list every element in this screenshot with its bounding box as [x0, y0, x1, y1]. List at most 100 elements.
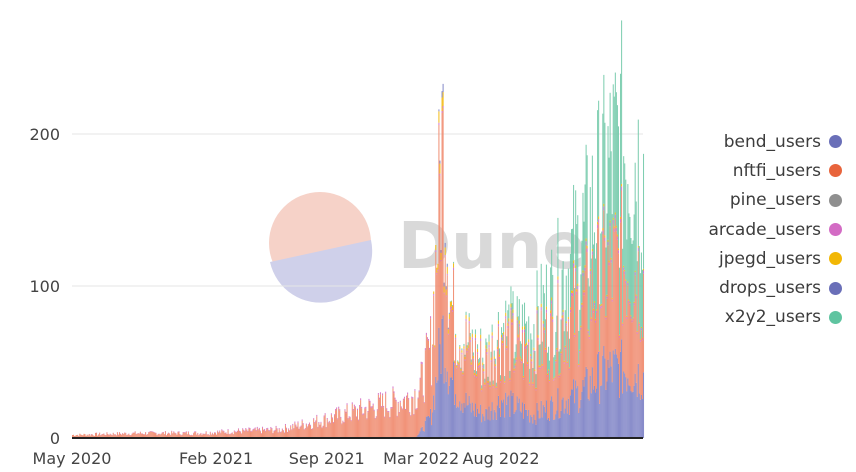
bar-bend_users	[545, 400, 547, 438]
bar-x2y2_users	[636, 261, 638, 332]
legend-item-drops_users[interactable]: drops_users	[690, 273, 850, 302]
bar-jpegd_users	[511, 319, 513, 323]
bar-nftfi_users	[242, 429, 244, 438]
bar-bend_users	[566, 413, 568, 438]
bar-x2y2_users	[567, 268, 569, 317]
bar-arcade_users	[435, 250, 437, 252]
legend-label: drops_users	[719, 278, 821, 299]
bar-arcade_users	[427, 338, 429, 341]
bar-nftfi_users	[252, 429, 254, 438]
bar-nftfi_users	[318, 423, 320, 438]
bar-arcade_users	[540, 307, 542, 311]
bar-arcade_users	[307, 424, 309, 426]
bar-nftfi_users	[594, 322, 597, 393]
bar-arcade_users	[290, 425, 292, 427]
legend-item-pine_users[interactable]: pine_users	[690, 186, 850, 215]
bar-arcade_users	[583, 292, 585, 296]
bar-x2y2_users	[454, 360, 456, 362]
bar-nftfi_users	[139, 432, 141, 438]
bar-x2y2_users	[637, 119, 639, 246]
bar-arcade_users	[486, 351, 488, 355]
bar-arcade_users	[415, 408, 417, 410]
bar-bend_users	[508, 395, 510, 438]
bar-nftfi_users	[401, 409, 403, 438]
bar-jpegd_users	[603, 203, 605, 207]
bar-arcade_users	[469, 339, 471, 343]
bar-nftfi_users	[217, 431, 219, 438]
bar-bend_users	[498, 407, 500, 438]
bar-arcade_users	[276, 428, 278, 430]
bar-arcade_users	[481, 390, 483, 392]
bar-nftfi_users	[643, 273, 645, 373]
bar-jpegd_users	[461, 350, 463, 353]
legend-item-nftfi_users[interactable]: nftfi_users	[690, 156, 850, 185]
bar-nftfi_users	[520, 363, 522, 413]
bar-arcade_users	[258, 427, 260, 429]
bar-bend_users	[570, 389, 573, 438]
bar-arcade_users	[539, 367, 541, 370]
bar-x2y2_users	[512, 291, 514, 310]
bar-bend_users	[598, 351, 600, 438]
bar-nftfi_users	[558, 377, 560, 419]
bar-nftfi_users	[468, 323, 470, 396]
bar-arcade_users	[310, 424, 312, 426]
bar-jpegd_users	[614, 212, 616, 215]
bar-nftfi_users	[554, 379, 556, 420]
bar-arcade_users	[466, 350, 468, 353]
bar-nftfi_users	[223, 431, 225, 438]
bar-nftfi_users	[110, 434, 112, 438]
bar-x2y2_users	[639, 273, 641, 340]
bar-arcade_users	[400, 406, 402, 408]
bar-nftfi_users	[81, 435, 83, 438]
bar-jpegd_users	[607, 239, 609, 242]
bar-nftfi_users	[439, 175, 441, 345]
bar-bend_users	[429, 417, 431, 438]
bar-arcade_users	[223, 430, 225, 432]
bar-nftfi_users	[162, 432, 164, 438]
bar-arcade_users	[272, 433, 274, 434]
bar-nftfi_users	[346, 404, 348, 438]
bar-bend_users	[503, 399, 505, 438]
dune-watermark: Dune	[269, 192, 586, 303]
bar-arcade_users	[473, 375, 475, 377]
bar-arcade_users	[620, 218, 622, 223]
bar-arcade_users	[396, 415, 398, 417]
bar-arcade_users	[558, 375, 560, 378]
legend-item-x2y2_users[interactable]: x2y2_users	[690, 303, 850, 332]
bar-bend_users	[518, 398, 520, 438]
bar-arcade_users	[391, 407, 393, 409]
legend-swatch-icon	[829, 310, 842, 324]
bar-nftfi_users	[389, 417, 391, 438]
bar-arcade_users	[237, 428, 240, 430]
bar-bend_users	[577, 386, 579, 438]
bar-bend_users	[634, 373, 636, 438]
bar-nftfi_users	[256, 428, 258, 438]
bar-nftfi_users	[415, 409, 417, 437]
bar-x2y2_users	[465, 311, 467, 316]
bar-bend_users	[599, 403, 601, 438]
bar-arcade_users	[426, 337, 428, 340]
legend-item-jpegd_users[interactable]: jpegd_users	[690, 244, 850, 273]
bar-bend_users	[419, 431, 421, 438]
bar-bend_users	[420, 428, 422, 438]
bar-arcade_users	[336, 407, 338, 410]
bar-nftfi_users	[213, 432, 216, 438]
bar-nftfi_users	[198, 435, 200, 438]
bar-jpegd_users	[464, 356, 466, 360]
bar-jpegd_users	[516, 316, 518, 321]
bar-jpegd_users	[484, 382, 486, 385]
legend-item-bend_users[interactable]: bend_users	[690, 127, 850, 156]
bar-nftfi_users	[268, 430, 270, 438]
bar-nftfi_users	[332, 422, 335, 438]
bar-nftfi_users	[601, 307, 603, 386]
bar-nftfi_users	[407, 394, 409, 438]
bar-bend_users	[528, 409, 530, 438]
bar-bend_users	[573, 379, 575, 438]
bar-nftfi_users	[514, 367, 516, 413]
bar-nftfi_users	[249, 429, 251, 438]
legend-item-arcade_users[interactable]: arcade_users	[690, 215, 850, 244]
bar-jpegd_users	[596, 309, 598, 311]
bar-bend_users	[620, 351, 622, 438]
bar-nftfi_users	[353, 406, 355, 438]
